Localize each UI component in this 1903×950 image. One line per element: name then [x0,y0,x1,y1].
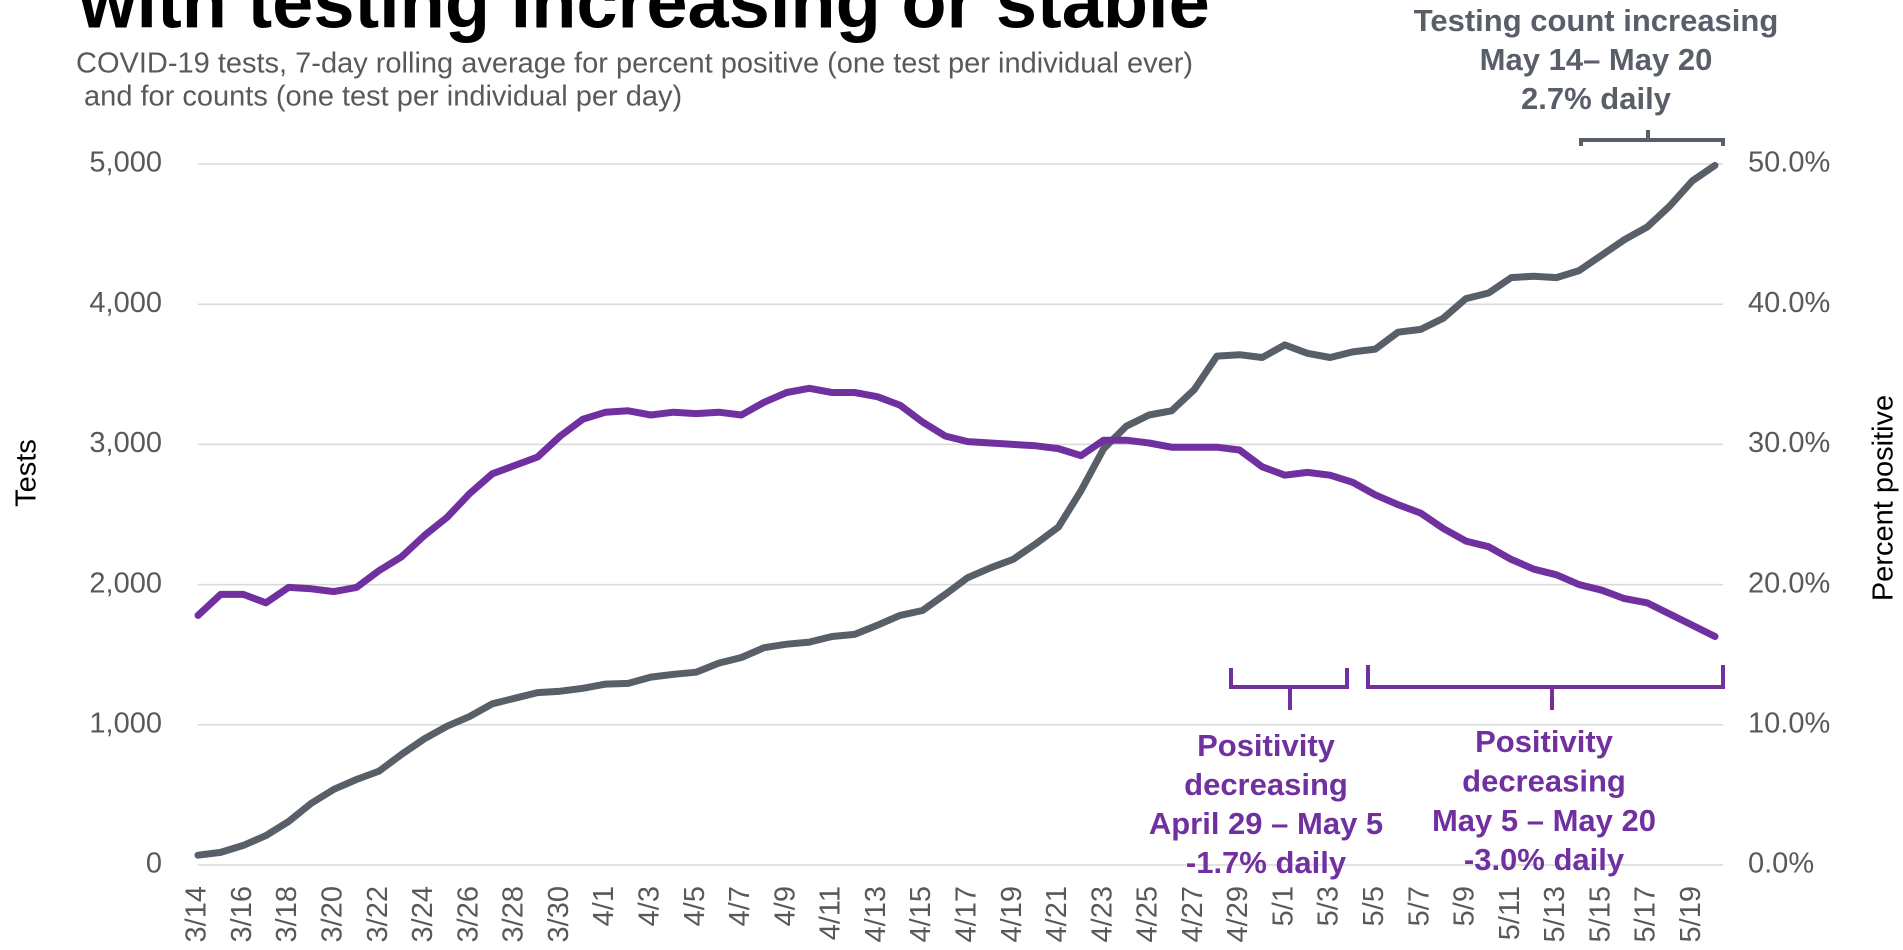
subtitle: and for counts (one test per individual … [76,81,682,113]
x-tick-label: 4/1 [588,886,620,926]
annotation: Positivity [1197,728,1336,763]
x-tick-label: 5/9 [1449,886,1481,926]
x-tick-label: 3/18 [271,886,303,942]
x-tick-label: 3/30 [543,886,575,942]
x-tick-label: 3/16 [226,886,258,942]
x-tick-label: 5/13 [1539,886,1571,942]
x-tick-label: 4/9 [769,886,801,926]
x-tick-label: 5/7 [1403,886,1435,926]
y2-tick-label: 50.0% [1748,147,1830,179]
y2-axis-title: Percent positive [1868,395,1900,601]
y-tick-label: 2,000 [89,567,162,599]
x-tick-label: 4/13 [860,886,892,942]
x-tick-label: 4/7 [724,886,756,926]
x-tick-label: 5/3 [1313,886,1345,926]
annotation: May 14– May 20 [1480,42,1713,77]
line-series [194,384,1719,640]
x-tick-label: 4/17 [950,886,982,942]
y2-tick-label: 10.0% [1748,707,1830,739]
y-tick-label: 1,000 [89,707,162,739]
x-tick-label: 4/27 [1177,886,1209,942]
annotation: decreasing [1462,763,1626,798]
y-tick-label: 5,000 [89,147,162,179]
y-axis-title: Tests [11,439,43,507]
x-tick-label: 3/26 [452,886,484,942]
x-tick-label: 5/11 [1494,886,1526,940]
x-tick-label: 4/11 [815,886,847,940]
annotation: -3.0% daily [1464,842,1625,877]
x-tick-label: 4/23 [1086,886,1118,942]
y2-tick-label: 20.0% [1748,567,1830,599]
y-tick-label: 0 [146,848,162,880]
x-tick-label: 4/21 [1041,886,1073,942]
annotation: May 5 – May 20 [1432,803,1656,838]
line-series [194,161,1719,859]
x-tick-label: 5/1 [1267,886,1299,926]
x-tick-label: 3/14 [181,886,213,942]
y2-tick-label: 40.0% [1748,287,1830,319]
annotation: decreasing [1184,767,1348,802]
x-tick-label: 4/29 [1222,886,1254,942]
x-tick-label: 4/5 [679,886,711,926]
x-tick-label: 4/3 [633,886,665,926]
x-tick-label: 3/24 [407,886,439,942]
x-tick-label: 5/19 [1675,886,1707,942]
annotation: Testing count increasing [1414,3,1779,38]
annotation: April 29 – May 5 [1149,806,1383,841]
y2-tick-label: 30.0% [1748,427,1830,459]
x-tick-label: 4/15 [905,886,937,942]
x-tick-label: 3/20 [317,886,349,942]
bracket [1229,668,1349,710]
x-tick-label: 5/5 [1358,886,1390,926]
bracket [1579,130,1725,146]
annotation: 2.7% daily [1521,81,1672,116]
chart-title: with testing increasing or stable [78,0,1210,44]
x-tick-label: 5/15 [1584,886,1616,942]
y-tick-label: 4,000 [89,287,162,319]
y2-tick-label: 0.0% [1748,848,1814,880]
x-tick-label: 5/17 [1630,886,1662,942]
x-tick-label: 3/28 [498,886,530,942]
x-tick-label: 3/22 [362,886,394,942]
bracket [1366,665,1725,710]
y-tick-label: 3,000 [89,427,162,459]
x-tick-label: 4/19 [996,886,1028,942]
x-tick-label: 4/25 [1132,886,1164,942]
subtitle: COVID-19 tests, 7-day rolling average fo… [76,48,1193,80]
annotation: Positivity [1475,724,1614,759]
annotation: -1.7% daily [1186,845,1347,880]
